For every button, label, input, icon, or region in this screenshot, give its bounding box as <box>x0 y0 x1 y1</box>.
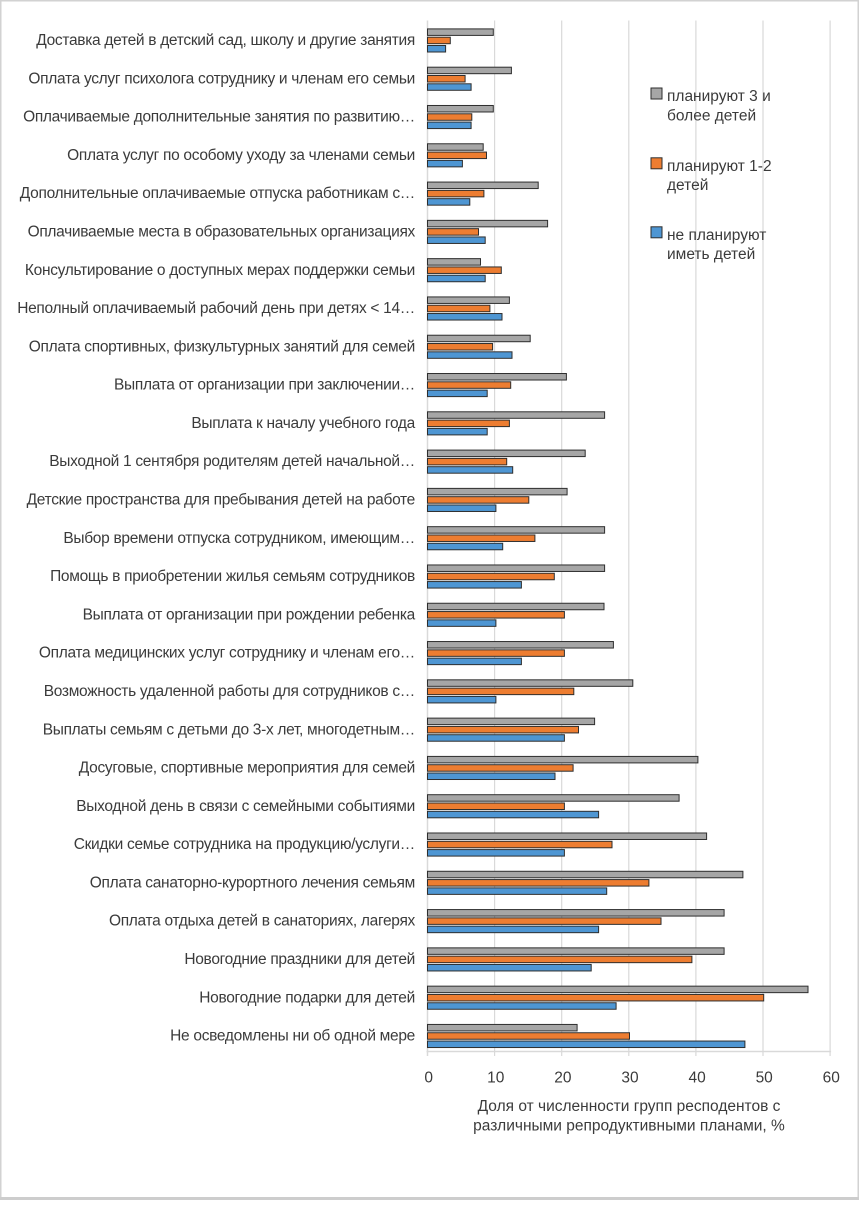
svg-text:Оплата медицинских услуг сотру: Оплата медицинских услуг сотруднику и чл… <box>39 645 415 662</box>
svg-text:Выходной день в связи с семейн: Выходной день в связи с семейными событи… <box>76 798 415 815</box>
svg-text:Детские пространства для пребы: Детские пространства для пребывания дете… <box>27 492 415 509</box>
svg-text:планируют 1-2: планируют 1-2 <box>667 158 772 175</box>
svg-text:иметь детей: иметь детей <box>667 246 755 263</box>
svg-text:более детей: более детей <box>667 107 756 124</box>
svg-text:Оплачиваемые места в образоват: Оплачиваемые места в образовательных орг… <box>28 224 416 241</box>
svg-text:30: 30 <box>621 1069 639 1086</box>
svg-text:Новогодние праздники для детей: Новогодние праздники для детей <box>184 951 415 968</box>
svg-text:Помощь в приобретении жилья се: Помощь в приобретении жилья семьям сотру… <box>50 568 415 585</box>
svg-text:Оплата санаторно-курортного ле: Оплата санаторно-курортного лечения семь… <box>90 874 415 891</box>
svg-text:Оплачиваемые дополнительные за: Оплачиваемые дополнительные занятия по р… <box>23 109 415 126</box>
svg-text:60: 60 <box>823 1069 841 1086</box>
svg-text:Оплата услуг психолога сотрудн: Оплата услуг психолога сотруднику и член… <box>28 70 415 87</box>
svg-text:Дополнительные оплачиваемые от: Дополнительные оплачиваемые отпуска рабо… <box>20 185 415 202</box>
svg-text:Возможность удаленной работы д: Возможность удаленной работы для сотрудн… <box>44 683 415 700</box>
svg-text:планируют 3 и: планируют 3 и <box>667 88 771 105</box>
svg-text:Выбор времени отпуска сотрудни: Выбор времени отпуска сотрудником, имеющ… <box>63 530 415 547</box>
svg-text:различными репродуктивными пла: различными репродуктивными планами, % <box>473 1118 785 1135</box>
svg-text:Выходной 1 сентября родителям: Выходной 1 сентября родителям детей нача… <box>49 453 415 470</box>
svg-text:Не осведомлены ни об одной мер: Не осведомлены ни об одной мере <box>170 1028 415 1045</box>
svg-text:Выплаты семьям с детьми до 3-х: Выплаты семьям с детьми до 3-х лет, мног… <box>43 721 415 738</box>
svg-text:Неполный оплачиваемый рабочий: Неполный оплачиваемый рабочий день при д… <box>17 300 415 317</box>
svg-text:50: 50 <box>756 1069 774 1086</box>
svg-text:Оплата услуг по особому уходу: Оплата услуг по особому уходу за членами… <box>67 147 415 164</box>
svg-text:Консультирование о доступных м: Консультирование о доступных мерах подде… <box>25 262 415 279</box>
svg-text:Оплата спортивных, физкультурн: Оплата спортивных, физкультурных занятий… <box>29 338 415 355</box>
svg-text:Выплата от организации при зак: Выплата от организации при заключении… <box>114 377 415 394</box>
svg-text:детей: детей <box>667 177 708 194</box>
svg-text:не планируют: не планируют <box>667 227 766 244</box>
svg-text:Скидки семье сотрудника на про: Скидки семье сотрудника на продукцию/усл… <box>74 836 415 853</box>
svg-text:Доставка детей в детский сад,: Доставка детей в детский сад, школу и др… <box>36 32 415 49</box>
svg-text:Досуговые, спортивные мероприя: Досуговые, спортивные мероприятия для се… <box>79 760 415 777</box>
svg-text:20: 20 <box>554 1069 572 1086</box>
svg-text:Новогодние подарки для детей: Новогодние подарки для детей <box>199 989 415 1006</box>
svg-text:0: 0 <box>424 1069 433 1086</box>
svg-text:Выплата от организации при рож: Выплата от организации при рождении ребе… <box>83 606 416 623</box>
svg-text:Доля от численности групп респ: Доля от численности групп респодентов с <box>478 1098 781 1115</box>
svg-text:40: 40 <box>688 1069 706 1086</box>
svg-text:Выплата к началу учебного года: Выплата к началу учебного года <box>191 415 415 432</box>
svg-text:Оплата отдыха детей в санатори: Оплата отдыха детей в санаториях, лагеря… <box>109 913 416 930</box>
svg-text:10: 10 <box>487 1069 505 1086</box>
